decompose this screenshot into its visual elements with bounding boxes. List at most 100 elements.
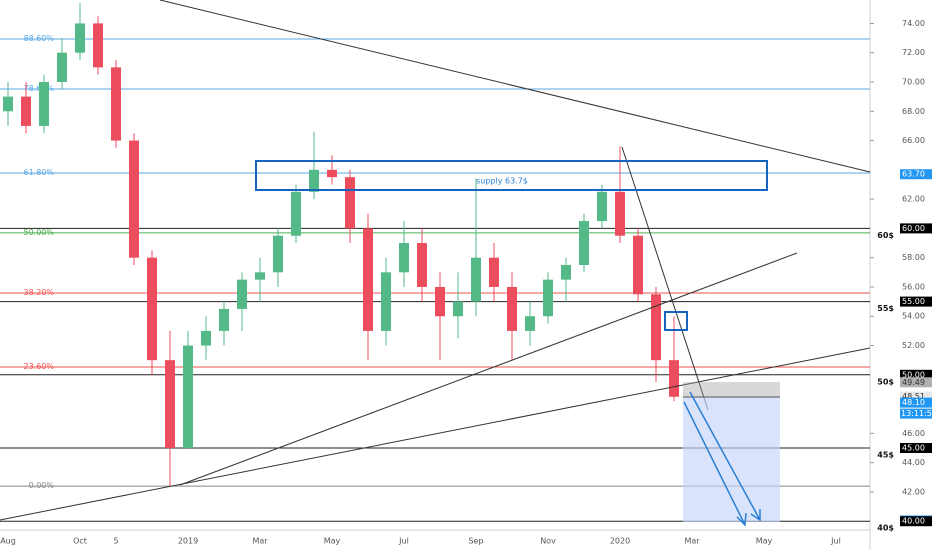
candle-body: [525, 316, 535, 331]
candle-body: [435, 286, 445, 317]
candle-body: [615, 191, 625, 236]
y-tick-label: 42.00: [902, 487, 925, 496]
candle-body: [417, 243, 427, 287]
candle-body: [237, 279, 247, 309]
candle-body: [255, 272, 265, 280]
price-label: 60.00: [902, 224, 925, 233]
x-tick-label: Aug: [0, 537, 16, 546]
candle-body: [579, 221, 589, 265]
price-label: 49.49: [902, 378, 925, 387]
candle-body: [633, 235, 643, 295]
x-tick-label: May: [324, 537, 341, 546]
trend-line: [179, 252, 798, 486]
y-tick-label: 54.00: [902, 312, 925, 321]
candle-body: [543, 279, 553, 317]
x-tick-label: Jul: [398, 537, 409, 546]
price-label: 55.00: [902, 297, 925, 306]
y-tick-label: 58.00: [902, 253, 925, 262]
candle-body: [399, 243, 409, 273]
y-tick-label: 66.00: [902, 136, 925, 145]
x-tick-label: 2020: [610, 537, 630, 546]
candle-body: [363, 228, 373, 331]
y-tick-label: 44.00: [902, 458, 925, 467]
x-tick-label: Jul: [830, 537, 841, 546]
candle-body: [165, 360, 175, 449]
candle-body: [111, 67, 121, 141]
candle-body: [309, 169, 319, 192]
y-tick-label: 68.00: [902, 107, 925, 116]
candle-body: [3, 96, 13, 112]
level-label: 40$: [877, 524, 894, 533]
level-label: 50$: [877, 377, 894, 386]
countdown: 13:11:53: [901, 409, 932, 418]
y-tick-label: 72.00: [902, 48, 925, 57]
fib-label: 23.60%: [23, 362, 54, 371]
fib-label: 0.00%: [29, 481, 55, 490]
y-tick-label: 46.00: [902, 429, 925, 438]
price-label-bg: [900, 516, 932, 527]
candle-body: [219, 308, 229, 331]
price-label-bg: [900, 169, 932, 180]
candle-body: [597, 191, 607, 222]
annotation: supply 63.7$: [476, 177, 528, 186]
price-label: 48.51: [902, 392, 925, 401]
level-label: 60$: [877, 231, 894, 240]
candle-body: [201, 330, 211, 346]
supply-zone: [255, 160, 768, 191]
y-tick-label: 56.00: [902, 282, 925, 291]
arrow: [683, 401, 747, 527]
price-label-bg: [900, 443, 932, 454]
y-tick-label: 62.00: [902, 195, 925, 204]
price-label: 40.00: [902, 517, 925, 526]
price-label-bg: [900, 377, 932, 388]
fib-label: 78.60%: [23, 84, 54, 93]
candle-body: [273, 235, 283, 273]
x-tick-label: Mar: [252, 537, 268, 546]
candle-body: [93, 23, 103, 68]
price-label: 48.10: [902, 398, 925, 407]
drawings: [0, 0, 871, 527]
candle-body: [327, 169, 337, 178]
price-label: 45.00: [902, 444, 925, 453]
candle-body: [651, 294, 661, 361]
x-tick-label: Sep: [468, 537, 483, 546]
price-label-bg: [900, 391, 932, 402]
candle-body: [183, 345, 193, 449]
arrow: [689, 391, 761, 522]
x-tick-label: Nov: [540, 537, 556, 546]
fib-label: 38.20%: [23, 288, 54, 297]
candle-body: [453, 301, 463, 317]
price-label: 50.00: [902, 370, 925, 379]
x-tick-label: May: [756, 537, 773, 546]
candle-body: [39, 81, 49, 126]
x-tick-label: Mar: [684, 537, 700, 546]
price-label-bg: [900, 369, 932, 380]
price-label-bg: [900, 397, 932, 408]
fib-label: 50.00%: [23, 228, 54, 237]
candle-body: [291, 191, 301, 236]
candle-body: [507, 286, 517, 331]
candle-body: [147, 257, 157, 361]
price-label: 63.70: [902, 170, 925, 179]
x-tick-label: 2019: [178, 537, 198, 546]
candle-body: [381, 272, 391, 331]
trend-line: [0, 347, 871, 521]
candle-body: [75, 23, 85, 53]
candle-body: [561, 265, 571, 280]
x-tick-label: Oct: [73, 537, 87, 546]
candle-body: [129, 140, 139, 258]
candle-body: [471, 257, 481, 302]
price-label-bg: [900, 296, 932, 307]
countdown-bg: [900, 408, 932, 419]
candle-body: [57, 52, 67, 82]
candle-body: [345, 177, 355, 229]
fib-label: 61.80%: [23, 168, 54, 177]
zone-box: [664, 311, 688, 331]
fib-label: 88.60%: [23, 34, 54, 43]
level-label: 45$: [877, 451, 894, 460]
y-tick-label: 52.00: [902, 341, 925, 350]
price-label-bg: [900, 223, 932, 234]
y-tick-label: 70.00: [902, 77, 925, 86]
